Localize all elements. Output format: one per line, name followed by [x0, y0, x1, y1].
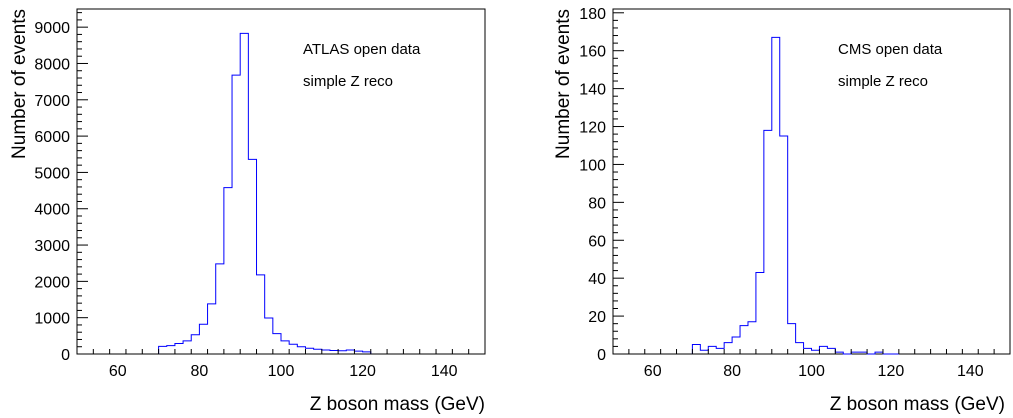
y-tick-label: 9000 — [34, 20, 70, 37]
x-tick-label: 60 — [644, 363, 662, 380]
x-tick-label: 140 — [957, 363, 984, 380]
y-tick-label: 2000 — [34, 274, 70, 291]
y-tick-label: 100 — [579, 157, 606, 174]
y-tick-label: 6000 — [34, 129, 70, 146]
x-tick-label: 140 — [431, 363, 458, 380]
y-axis-title: Number of events — [553, 9, 574, 159]
annotation-line-2: simple Z reco — [838, 73, 928, 90]
y-tick-label: 7000 — [34, 93, 70, 110]
plot-frame — [76, 8, 486, 355]
y-tick-label: 120 — [579, 120, 606, 137]
y-tick-label: 160 — [579, 44, 606, 61]
plot-frame — [612, 8, 1011, 355]
y-tick-label: 0 — [61, 347, 70, 364]
atlas-histogram-panel: ATLAS open data simple Z reco Z boson ma… — [9, 8, 486, 415]
annotation-line-1: ATLAS open data — [303, 41, 421, 58]
histogram-series — [691, 36, 899, 355]
annotation-line-1: CMS open data — [838, 41, 943, 58]
annotation-line-2: simple Z reco — [303, 73, 393, 90]
x-tick-label: 80 — [191, 363, 209, 380]
y-tick-label: 60 — [588, 233, 606, 250]
y-tick-label: 5000 — [34, 165, 70, 182]
y-tick-label: 1000 — [34, 311, 70, 328]
y-tick-label: 140 — [579, 82, 606, 99]
y-tick-label: 80 — [588, 195, 606, 212]
x-tick-label: 80 — [723, 363, 741, 380]
x-tick-label: 100 — [268, 363, 295, 380]
y-tick-label: 8000 — [34, 56, 70, 73]
y-tick-label: 40 — [588, 271, 606, 288]
y-tick-label: 4000 — [34, 202, 70, 219]
x-axis-title: Z boson mass (GeV) — [310, 394, 485, 415]
x-axis-title: Z boson mass (GeV) — [830, 394, 1005, 415]
y-axis-title: Number of events — [9, 9, 30, 159]
y-tick-label: 3000 — [34, 238, 70, 255]
x-tick-label: 100 — [798, 363, 825, 380]
x-tick-label: 60 — [109, 363, 127, 380]
cms-histogram-panel: CMS open data simple Z reco Z boson mass… — [553, 6, 1011, 415]
x-tick-label: 120 — [878, 363, 905, 380]
y-tick-label: 0 — [597, 347, 606, 364]
y-tick-label: 20 — [588, 309, 606, 326]
x-tick-label: 120 — [349, 363, 376, 380]
y-tick-label: 180 — [579, 6, 606, 23]
